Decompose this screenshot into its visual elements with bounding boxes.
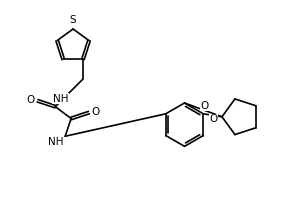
Text: O: O xyxy=(92,107,100,117)
Text: O: O xyxy=(200,101,208,111)
Text: NH: NH xyxy=(52,94,68,104)
Text: NH: NH xyxy=(48,137,63,147)
Text: O: O xyxy=(209,114,218,124)
Text: O: O xyxy=(26,95,34,105)
Text: S: S xyxy=(70,15,76,25)
